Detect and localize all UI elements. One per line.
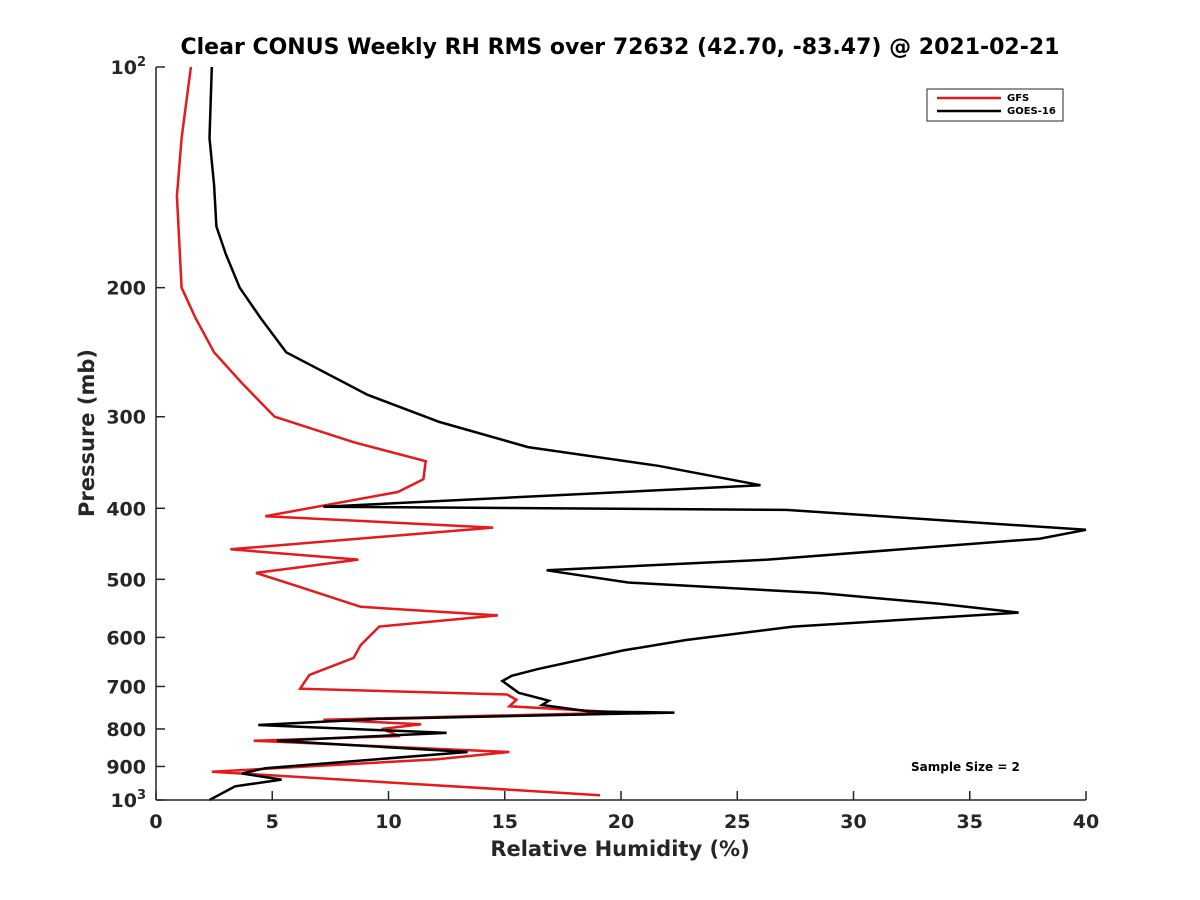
x-tick-label: 25 bbox=[724, 811, 750, 833]
series-line-gfs bbox=[175, 66, 624, 797]
series-layer bbox=[175, 66, 1087, 802]
x-tick-label: 35 bbox=[957, 811, 983, 833]
y-tick-label: 600 bbox=[106, 627, 146, 649]
series-line-goes16 bbox=[208, 66, 1087, 802]
legend-box bbox=[926, 88, 1064, 122]
legend: GFS GOES-16 bbox=[926, 88, 1064, 122]
y-axis-label: Pressure (mb) bbox=[75, 349, 99, 517]
y-tick-label: 900 bbox=[106, 756, 146, 778]
sample-size-annotation: Sample Size = 2 bbox=[911, 760, 1020, 774]
y-tick-label: 800 bbox=[106, 719, 146, 741]
x-tick-label: 15 bbox=[492, 811, 518, 833]
x-tick-label: 20 bbox=[608, 811, 634, 833]
y-tick-label: 300 bbox=[106, 407, 146, 429]
y-tick-label: 102 bbox=[111, 55, 147, 79]
x-tick-label: 10 bbox=[375, 811, 401, 833]
x-axis-label: Relative Humidity (%) bbox=[490, 837, 749, 861]
x-tick-label: 5 bbox=[266, 811, 279, 833]
plot-area bbox=[156, 67, 1086, 800]
legend-label-gfs: GFS bbox=[1007, 93, 1029, 104]
y-tick-label: 700 bbox=[106, 676, 146, 698]
legend-label-goes16: GOES-16 bbox=[1007, 106, 1056, 117]
y-tick-label: 200 bbox=[106, 278, 146, 300]
y-ticks: 102 200 300 400 500 600 700 800 900 103 bbox=[106, 55, 165, 812]
y-tick-label: 103 bbox=[111, 788, 147, 812]
x-tick-label: 40 bbox=[1073, 811, 1099, 833]
y-tick-label: 400 bbox=[106, 498, 146, 520]
x-tick-label: 30 bbox=[840, 811, 866, 833]
x-tick-label: 0 bbox=[149, 811, 162, 833]
x-ticks: 0 5 10 15 20 25 30 35 40 bbox=[149, 791, 1099, 833]
y-tick-label: 500 bbox=[106, 569, 146, 591]
chart-title: Clear CONUS Weekly RH RMS over 72632 (42… bbox=[181, 35, 1060, 60]
